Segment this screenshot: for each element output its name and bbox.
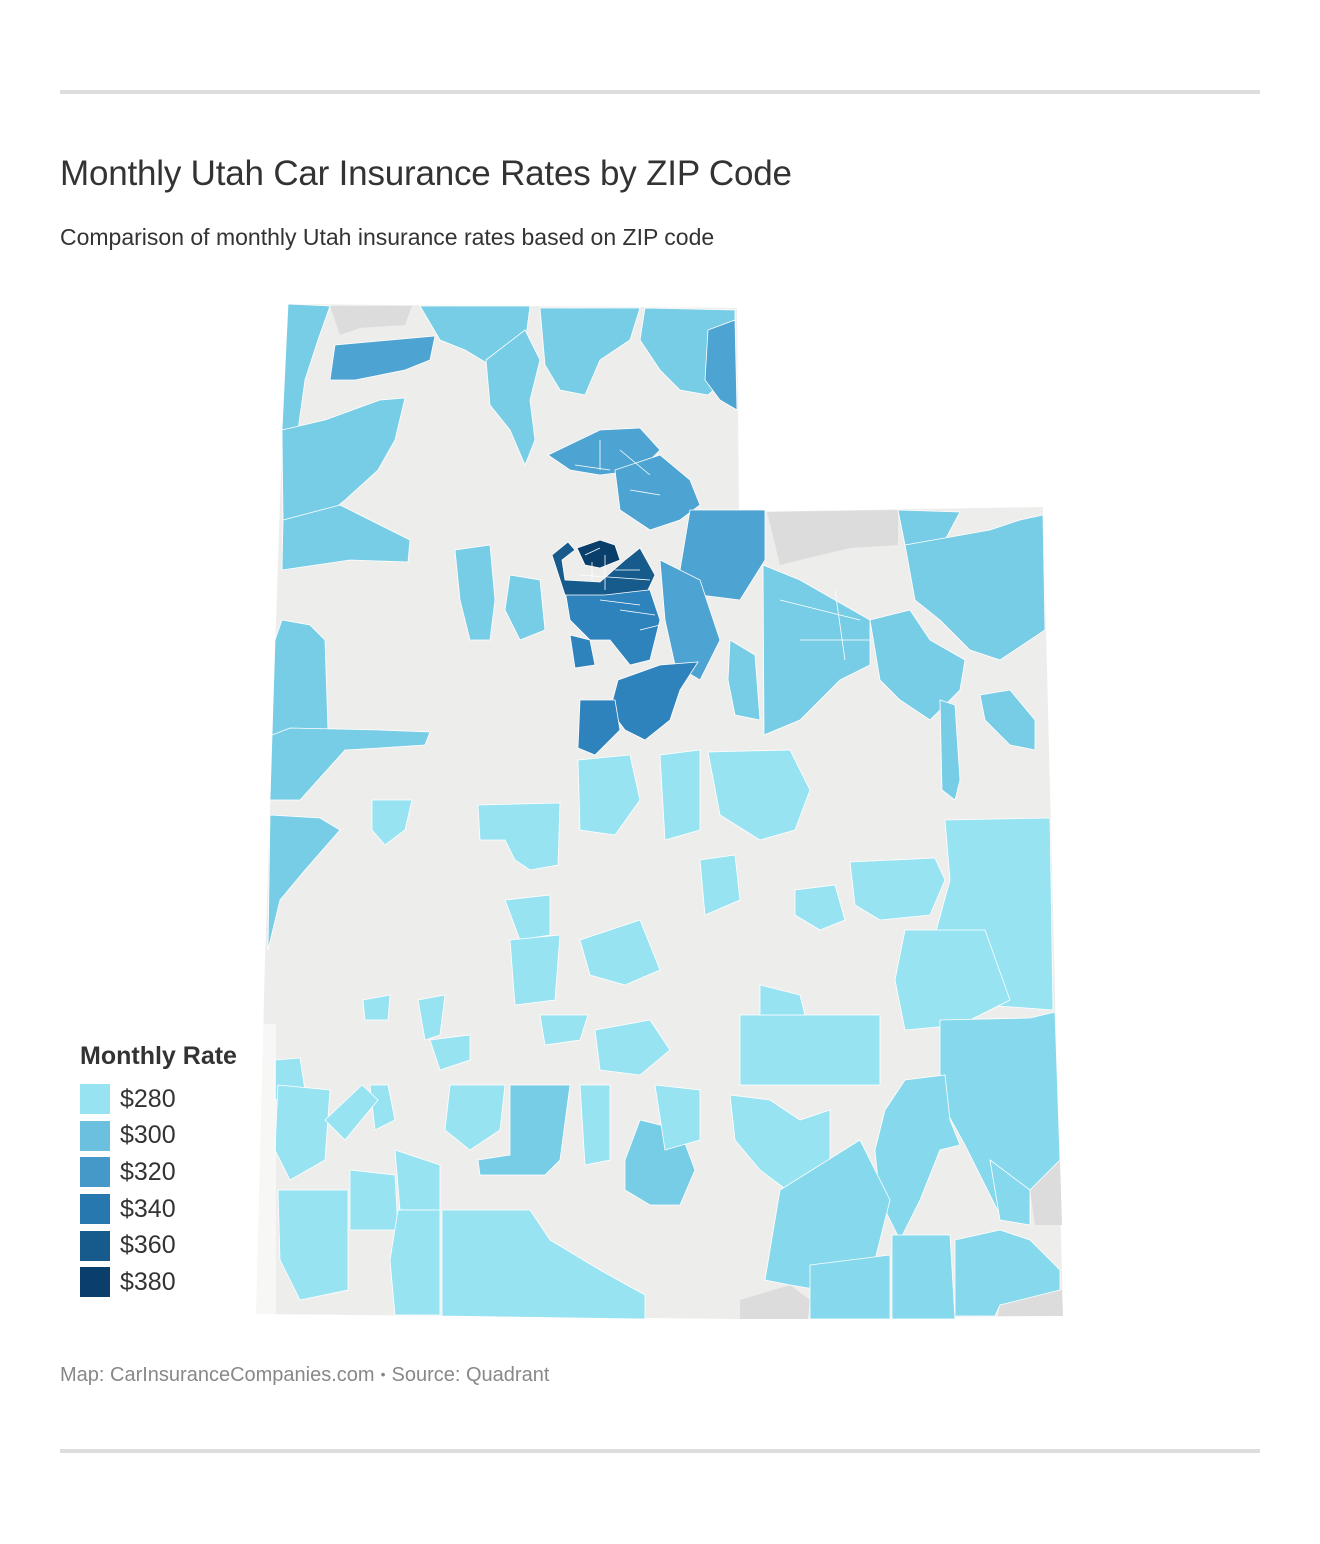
rate-280-regions [274, 749, 1054, 1320]
legend-swatch [80, 1120, 110, 1151]
legend-label: $320 [120, 1157, 176, 1186]
top-divider [60, 90, 1260, 94]
zip-boundaries [574, 440, 870, 661]
source-credit: Source: Quadrant [391, 1364, 550, 1386]
footer-credits: Map: CarInsuranceCompanies.com • Source: Q… [60, 1364, 549, 1387]
rate-360-regions [551, 541, 656, 596]
bottom-divider [60, 1449, 1260, 1453]
legend-swatch [80, 1194, 110, 1225]
legend: Monthly Rate $280 $300 $320 $340 $360 $3… [80, 1042, 237, 1301]
legend-swatch [80, 1157, 110, 1188]
chart-title: Monthly Utah Car Insurance Rates by ZIP … [60, 154, 792, 193]
rate-290-regions [764, 1011, 1061, 1320]
legend-label: $300 [120, 1121, 176, 1150]
legend-item-280: $280 [80, 1081, 237, 1118]
legend-label: $340 [120, 1194, 176, 1223]
legend-swatch [80, 1230, 110, 1261]
legend-label: $380 [120, 1267, 176, 1296]
legend-item-360: $360 [80, 1227, 237, 1264]
legend-item-340: $340 [80, 1191, 237, 1228]
rate-320-regions [329, 319, 766, 681]
legend-item-380: $380 [80, 1264, 237, 1301]
chart-subtitle: Comparison of monthly Utah insurance rat… [60, 224, 715, 250]
rate-300-regions [267, 303, 1046, 1206]
legend-item-320: $320 [80, 1154, 237, 1191]
missing-data-regions [330, 306, 1063, 1319]
legend-swatch [80, 1267, 110, 1298]
separator-dot: • [380, 1366, 386, 1382]
legend-label: $360 [120, 1231, 176, 1260]
rate-380-regions [576, 539, 621, 569]
legend-title: Monthly Rate [80, 1042, 237, 1070]
legend-item-300: $300 [80, 1118, 237, 1155]
rate-340-regions [564, 584, 699, 756]
legend-swatch [80, 1084, 110, 1115]
map-credit: Map: CarInsuranceCompanies.com [60, 1364, 375, 1386]
legend-label: $280 [120, 1084, 176, 1113]
